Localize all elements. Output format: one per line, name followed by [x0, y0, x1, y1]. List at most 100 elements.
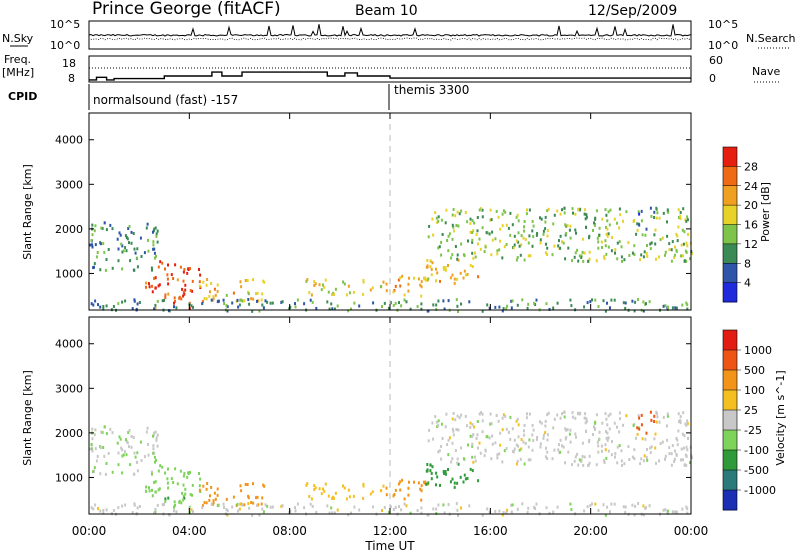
power-cell	[436, 271, 439, 275]
velocity-cell	[182, 483, 185, 487]
power-cell	[469, 230, 472, 234]
power-cell	[604, 239, 607, 243]
velocity-cell	[157, 469, 160, 473]
velocity-cell	[645, 431, 648, 435]
velocity-cell	[595, 413, 598, 417]
power-cell	[147, 238, 149, 242]
velocity-cell	[314, 486, 317, 490]
velocity-cell	[593, 425, 595, 429]
velocity-cell	[333, 511, 336, 515]
velocity-cell	[93, 466, 96, 470]
velocity-cell	[623, 462, 626, 466]
velocity-cell	[151, 472, 153, 476]
velocity-cell	[671, 510, 674, 514]
velocity-cell	[328, 511, 331, 515]
velocity-cell	[452, 429, 455, 433]
power-cell	[654, 242, 657, 246]
power-cell	[584, 217, 587, 221]
velocity-cell	[596, 440, 599, 444]
power-cell	[640, 253, 643, 257]
velocity-cell	[179, 469, 182, 473]
velocity-cell	[664, 454, 667, 458]
power-cell	[561, 208, 563, 212]
velocity-cell	[216, 493, 219, 497]
velocity-cell	[389, 505, 392, 509]
power-cell	[527, 241, 530, 245]
power-cell	[303, 302, 306, 306]
power-cell	[271, 301, 274, 305]
velocity-colorbar-tick: -100	[744, 444, 769, 457]
power-cell	[570, 304, 573, 308]
power-cell	[462, 253, 465, 257]
noise-right-tick-top: 10^5	[708, 18, 738, 31]
power-cell	[671, 240, 674, 244]
power-cell	[157, 284, 160, 288]
power-cell	[121, 244, 124, 248]
velocity-cell	[151, 494, 154, 498]
velocity-cell	[522, 440, 525, 444]
velocity-colorbar-swatch	[723, 410, 737, 431]
power-cell	[650, 241, 653, 245]
power-cell	[133, 268, 136, 272]
velocity-cell	[205, 501, 208, 505]
velocity-cell	[145, 485, 148, 489]
velocity-cell	[574, 455, 577, 459]
power-cell	[458, 212, 461, 216]
power-cell	[225, 304, 228, 308]
velocity-cell	[604, 443, 607, 447]
power-cell	[527, 302, 530, 306]
velocity-cell	[504, 414, 507, 418]
power-cell	[125, 236, 128, 239]
power-cell	[156, 240, 159, 244]
power-cell	[152, 230, 154, 234]
velocity-cell	[105, 508, 108, 512]
power-cell	[353, 301, 356, 305]
velocity-cell	[96, 455, 99, 458]
power-cell	[664, 250, 667, 254]
velocity-cell	[419, 487, 422, 491]
velocity-cell	[497, 419, 500, 423]
velocity-cell	[571, 411, 574, 415]
velocity-cell	[602, 503, 605, 507]
velocity-cell	[474, 459, 477, 463]
power-cell	[447, 249, 450, 253]
velocity-cell	[212, 501, 215, 505]
velocity-cell	[130, 445, 133, 449]
power-cell	[138, 301, 141, 304]
power-cell	[121, 267, 124, 271]
power-cell	[645, 227, 648, 231]
power-cell	[606, 227, 609, 231]
velocity-cell	[92, 507, 95, 511]
velocity-cell	[452, 412, 455, 415]
power-cell	[635, 232, 638, 236]
velocity-cell	[208, 498, 211, 502]
power-cell	[504, 210, 507, 214]
power-cell	[601, 217, 604, 221]
power-cell	[251, 309, 254, 313]
velocity-cell	[397, 482, 400, 486]
velocity-cell	[127, 431, 130, 434]
velocity-cell	[347, 488, 350, 492]
power-cell	[178, 295, 181, 299]
power-cell	[633, 253, 636, 257]
velocity-colorbar-tick: 1000	[744, 344, 772, 357]
power-cell	[148, 285, 151, 289]
velocity-cell	[605, 456, 608, 460]
velocity-cell	[136, 451, 139, 455]
velocity-cell	[563, 415, 566, 419]
velocity-cell	[641, 437, 644, 441]
velocity-cell	[435, 471, 438, 475]
velocity-colorbar-label: Velocity [m s^-1]	[774, 370, 787, 465]
velocity-cell	[400, 508, 403, 512]
power-cell	[437, 246, 440, 250]
velocity-cell	[666, 412, 669, 416]
velocity-cell	[394, 505, 397, 509]
velocity-cell	[635, 436, 638, 440]
velocity-cell	[327, 494, 330, 498]
power-cell	[427, 235, 430, 239]
velocity-cell	[398, 505, 400, 509]
velocity-ytick-label: 4000	[55, 338, 83, 351]
power-cell	[683, 230, 686, 234]
velocity-cell	[450, 460, 453, 464]
velocity-cell	[247, 496, 250, 500]
